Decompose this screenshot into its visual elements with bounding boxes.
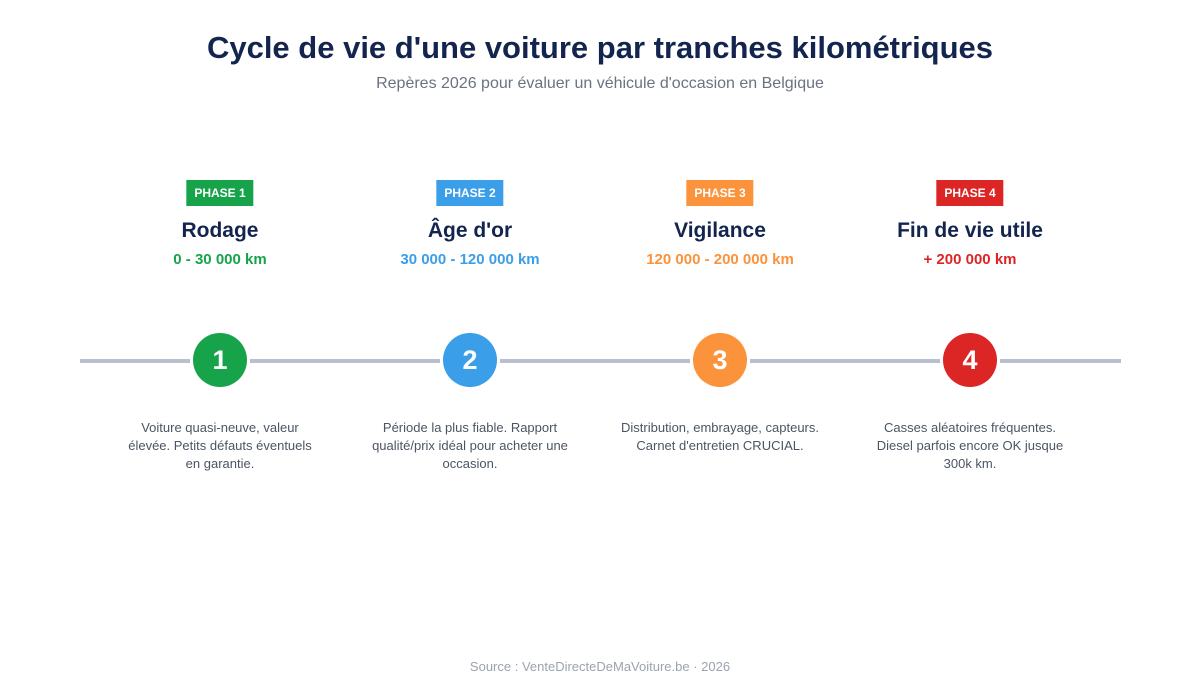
- phase-range: 0 - 30 000 km: [173, 251, 267, 268]
- phase-4: PHASE 4 Fin de vie utile + 200 000 km 4 …: [845, 0, 1095, 700]
- phase-range: + 200 000 km: [923, 251, 1017, 268]
- phase-range: 120 000 - 200 000 km: [646, 251, 794, 268]
- page-title: Cycle de vie d'une voiture par tranches …: [206, 30, 994, 65]
- phase-name: Fin de vie utile: [897, 219, 1043, 242]
- timeline-track-segment: [1000, 359, 1121, 363]
- phase-badge: PHASE 4: [936, 180, 1004, 206]
- phase-description: Casses aléatoires fréquentes. Diesel par…: [876, 420, 1064, 471]
- phase-badge: PHASE 1: [186, 180, 254, 206]
- timeline-track-segment: [750, 359, 940, 363]
- source-footer: Source : VenteDirecteDeMaVoiture.be · 20…: [469, 659, 731, 674]
- phase-range: 30 000 - 120 000 km: [400, 251, 540, 268]
- timeline-track-segment: [80, 359, 190, 363]
- phase-badge: PHASE 2: [436, 180, 504, 206]
- phase-1: PHASE 1 Rodage 0 - 30 000 km 1 Voiture q…: [95, 0, 345, 700]
- timeline-track-segment: [500, 359, 690, 363]
- timeline-track-segment: [250, 359, 440, 363]
- phase-badge: PHASE 3: [686, 180, 754, 206]
- page-subtitle: Repères 2026 pour évaluer un véhicule d'…: [376, 75, 824, 92]
- phase-description: Distribution, embrayage, capteurs. Carne…: [621, 420, 819, 453]
- phase-description: Période la plus fiable. Rapport qualité/…: [372, 420, 568, 471]
- phase-number-circle: 2: [443, 333, 497, 387]
- phase-description: Voiture quasi-neuve, valeur élevée. Peti…: [128, 420, 312, 471]
- phase-name: Vigilance: [674, 219, 766, 242]
- phase-number-circle: 1: [193, 333, 247, 387]
- phase-number-circle: 4: [943, 333, 997, 387]
- phase-2: PHASE 2 Âge d'or 30 000 - 120 000 km 2 P…: [345, 0, 595, 700]
- phase-3: PHASE 3 Vigilance 120 000 - 200 000 km 3…: [595, 0, 845, 700]
- phase-number-circle: 3: [693, 333, 747, 387]
- phase-name: Âge d'or: [427, 219, 513, 242]
- phase-name: Rodage: [181, 219, 259, 242]
